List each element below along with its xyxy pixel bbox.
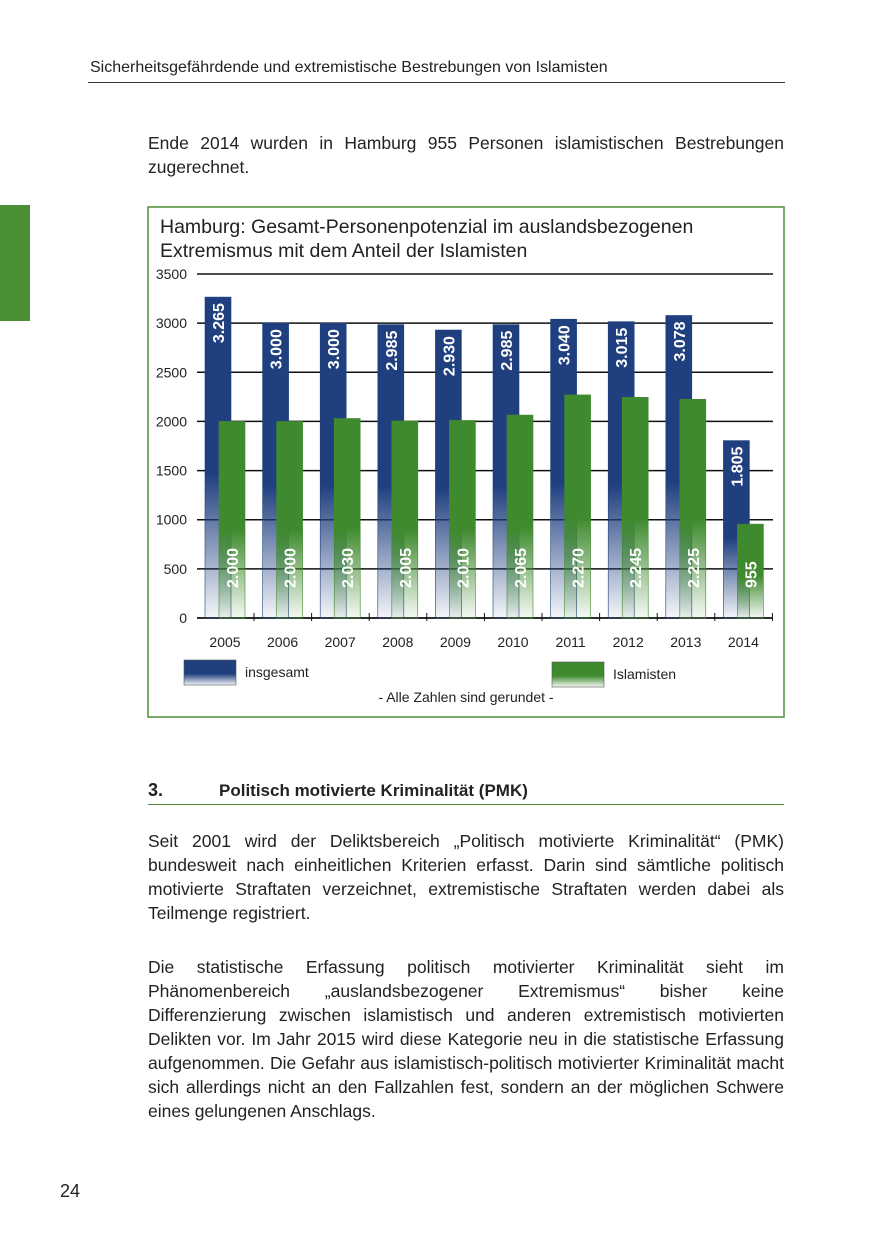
value-label: 2.010 bbox=[455, 548, 472, 588]
x-tick-label: 2011 bbox=[556, 634, 586, 650]
bar bbox=[737, 523, 764, 619]
value-label: 3.078 bbox=[672, 321, 689, 361]
y-tick-label: 3000 bbox=[156, 315, 187, 331]
legend-label: insgesamt bbox=[245, 664, 309, 680]
value-label: 955 bbox=[743, 561, 760, 588]
legend-label: Islamisten bbox=[613, 666, 676, 682]
value-label: 2.930 bbox=[441, 336, 458, 376]
value-label: 2.985 bbox=[499, 331, 516, 371]
y-tick-label: 2000 bbox=[156, 413, 187, 429]
chart-note: - Alle Zahlen sind gerundet - bbox=[378, 689, 553, 705]
section-number: 3. bbox=[148, 780, 164, 800]
page-number: 24 bbox=[60, 1181, 81, 1201]
chart: Hamburg: Gesamt-Personenpotenzial im aus… bbox=[147, 206, 785, 718]
bar bbox=[333, 418, 361, 619]
bar bbox=[391, 420, 419, 619]
y-tick-label: 1500 bbox=[156, 463, 187, 479]
bar bbox=[276, 421, 303, 619]
bar bbox=[621, 397, 649, 619]
bar bbox=[679, 399, 707, 619]
section-title: Politisch motivierte Kriminalität (PMK) bbox=[219, 781, 528, 800]
y-tick-label: 3500 bbox=[156, 266, 187, 282]
value-label: 1.805 bbox=[729, 447, 746, 487]
section-rule bbox=[148, 804, 784, 805]
value-label: 3.000 bbox=[269, 329, 286, 369]
paragraph: Die statistische Erfassung politisch mot… bbox=[148, 957, 784, 1121]
bar bbox=[564, 394, 591, 619]
value-label: 2.000 bbox=[283, 548, 300, 588]
value-label: 3.265 bbox=[211, 303, 228, 343]
intro-paragraph: Ende 2014 wurden in Hamburg 955 Personen… bbox=[148, 133, 784, 177]
value-label: 3.000 bbox=[326, 329, 343, 369]
x-tick-label: 2013 bbox=[670, 634, 701, 650]
x-tick-label: 2006 bbox=[267, 634, 298, 650]
y-tick-label: 500 bbox=[164, 561, 188, 577]
value-label: 2.065 bbox=[513, 548, 530, 588]
x-tick-label: 2009 bbox=[440, 634, 471, 650]
value-label: 2.270 bbox=[571, 548, 588, 588]
y-tick-label: 2500 bbox=[156, 364, 187, 380]
value-label: 2.225 bbox=[686, 548, 703, 588]
y-tick-label: 1000 bbox=[156, 512, 187, 528]
value-label: 2.245 bbox=[628, 548, 645, 588]
paragraph: Seit 2001 wird der Deliktsbereich „Polit… bbox=[148, 831, 784, 923]
x-tick-label: 2007 bbox=[325, 634, 356, 650]
x-tick-label: 2012 bbox=[613, 634, 644, 650]
x-tick-label: 2014 bbox=[728, 634, 759, 650]
value-label: 3.040 bbox=[557, 325, 574, 365]
value-label: 2.030 bbox=[340, 548, 357, 588]
value-label: 2.005 bbox=[398, 548, 415, 588]
bar bbox=[506, 414, 534, 619]
header-rule bbox=[88, 82, 785, 83]
y-tick-label: 0 bbox=[179, 610, 187, 626]
value-label: 2.985 bbox=[384, 331, 401, 371]
x-tick-label: 2005 bbox=[209, 634, 240, 650]
chart-title: Hamburg: Gesamt-Personenpotenzial im aus… bbox=[160, 216, 693, 262]
bar bbox=[449, 420, 476, 619]
x-tick-label: 2010 bbox=[497, 634, 528, 650]
x-tick-label: 2008 bbox=[382, 634, 413, 650]
side-tab bbox=[0, 205, 30, 321]
bar bbox=[218, 421, 246, 619]
legend-swatch bbox=[183, 659, 237, 686]
legend-swatch bbox=[551, 661, 605, 688]
running-header: Sicherheitsgefährdende und extremistisch… bbox=[90, 59, 608, 76]
value-label: 2.000 bbox=[225, 548, 242, 588]
value-label: 3.015 bbox=[614, 328, 631, 368]
